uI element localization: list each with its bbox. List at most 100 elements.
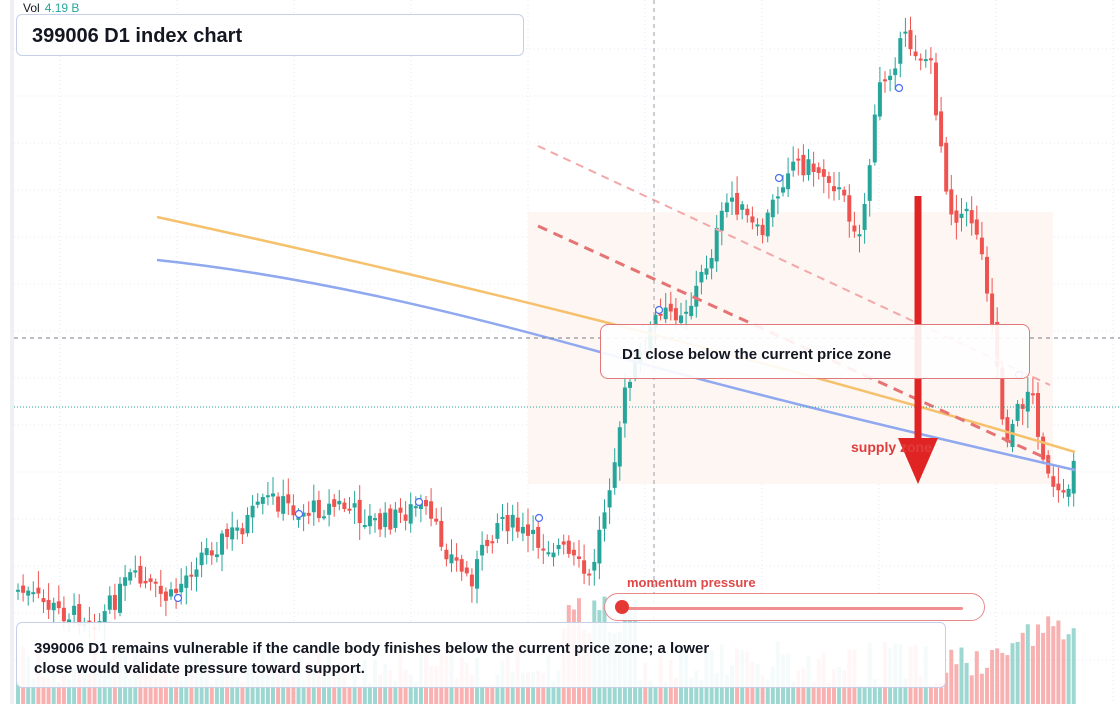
volume-bar <box>673 677 678 704</box>
volume-bar <box>985 667 989 704</box>
candle-body <box>378 513 383 530</box>
candle-body <box>1041 436 1046 460</box>
candle-body <box>464 567 469 574</box>
candle-body <box>689 305 694 317</box>
candle-body <box>622 387 627 424</box>
candle-body <box>837 187 842 190</box>
candle-body <box>602 512 607 529</box>
volume-bar <box>959 647 964 704</box>
volume-bar <box>928 685 933 704</box>
candle-body <box>459 559 464 572</box>
candle-body <box>750 216 755 223</box>
candle-body <box>383 512 388 528</box>
volume-bar <box>663 682 668 704</box>
candle-body <box>974 219 979 235</box>
candle-body <box>832 186 836 192</box>
momentum-slider[interactable] <box>604 593 985 621</box>
candle-body <box>1051 476 1056 487</box>
candle-body <box>107 595 112 610</box>
candle-body <box>393 509 398 528</box>
candle-body <box>515 517 520 532</box>
trend-line-upper <box>537 145 1051 386</box>
candle-body <box>944 142 949 192</box>
volume-bar <box>918 676 923 704</box>
candle-body <box>556 544 561 550</box>
candle-body <box>490 541 495 544</box>
candle-body <box>531 529 536 535</box>
volume-bar <box>265 675 270 704</box>
candle-body <box>847 195 852 222</box>
candle-body <box>745 208 750 216</box>
candle-body <box>765 212 770 237</box>
candle-body <box>1010 424 1015 448</box>
volume-bar <box>169 677 173 704</box>
volume-label: Vol <box>23 1 40 15</box>
candle-body <box>857 234 862 237</box>
candle-body <box>699 271 704 283</box>
candle-body <box>347 508 352 511</box>
candle-body <box>72 605 77 615</box>
volume-bar <box>240 682 245 704</box>
candle-body <box>322 516 326 519</box>
candle-body <box>816 167 821 173</box>
candle-body <box>342 502 347 510</box>
candle-body <box>163 591 168 601</box>
event-marker <box>774 173 784 183</box>
volume-legend: Vol 4.19 B <box>23 1 79 15</box>
candle-body <box>112 594 117 610</box>
candle-body <box>1066 488 1071 497</box>
candle-body <box>724 202 729 213</box>
volume-bar <box>454 678 459 704</box>
volume-bar <box>357 685 362 704</box>
candle-body <box>719 210 724 231</box>
candle-body <box>245 515 250 534</box>
volume-bar <box>934 682 938 704</box>
volume-bar <box>699 679 704 704</box>
volume-bar <box>979 673 984 704</box>
volume-bar <box>322 674 326 704</box>
analysis-note-box: 399006 D1 remains vulnerable if the cand… <box>16 622 946 688</box>
candle-body <box>118 583 122 613</box>
volume-bar <box>301 680 306 704</box>
volume-bar <box>724 674 729 704</box>
event-marker <box>654 305 664 315</box>
candle-body <box>179 583 184 593</box>
candle-body <box>658 313 663 316</box>
candle-body <box>908 30 913 50</box>
volume-bar <box>128 678 133 704</box>
chart-title-box: 399006 D1 index chart <box>16 14 524 56</box>
candle-body <box>102 611 107 623</box>
candle-body <box>526 524 530 536</box>
candle-body <box>1056 483 1061 491</box>
candle-body <box>582 560 587 574</box>
candle-body <box>362 525 367 528</box>
candle-body <box>923 59 928 62</box>
candle-body <box>546 552 551 555</box>
volume-bar <box>995 648 1000 704</box>
candle-body <box>862 203 867 230</box>
candle-body <box>123 577 128 586</box>
chart-left-edge <box>10 0 14 704</box>
volume-bar <box>857 685 862 704</box>
momentum-knob[interactable] <box>615 600 629 614</box>
candle-body <box>867 165 872 201</box>
volume-bar <box>760 675 765 704</box>
volume-bar <box>87 673 92 704</box>
volume-bar <box>653 685 658 704</box>
candle-body <box>612 462 617 488</box>
candle-body <box>893 68 898 76</box>
candle-body <box>209 550 214 556</box>
volume-bar <box>714 672 719 704</box>
price-zone-callout: D1 close below the current price zone <box>600 324 1030 379</box>
candle-body <box>265 495 270 498</box>
volume-bar <box>689 677 694 704</box>
candle-body <box>877 82 882 117</box>
candle-body <box>587 573 592 576</box>
volume-bar <box>235 677 240 704</box>
volume-bar <box>367 683 372 704</box>
volume-bar <box>61 675 66 704</box>
volume-bar <box>811 681 816 704</box>
candle-body <box>684 311 689 314</box>
candle-body <box>439 520 444 547</box>
volume-bar <box>31 678 36 704</box>
